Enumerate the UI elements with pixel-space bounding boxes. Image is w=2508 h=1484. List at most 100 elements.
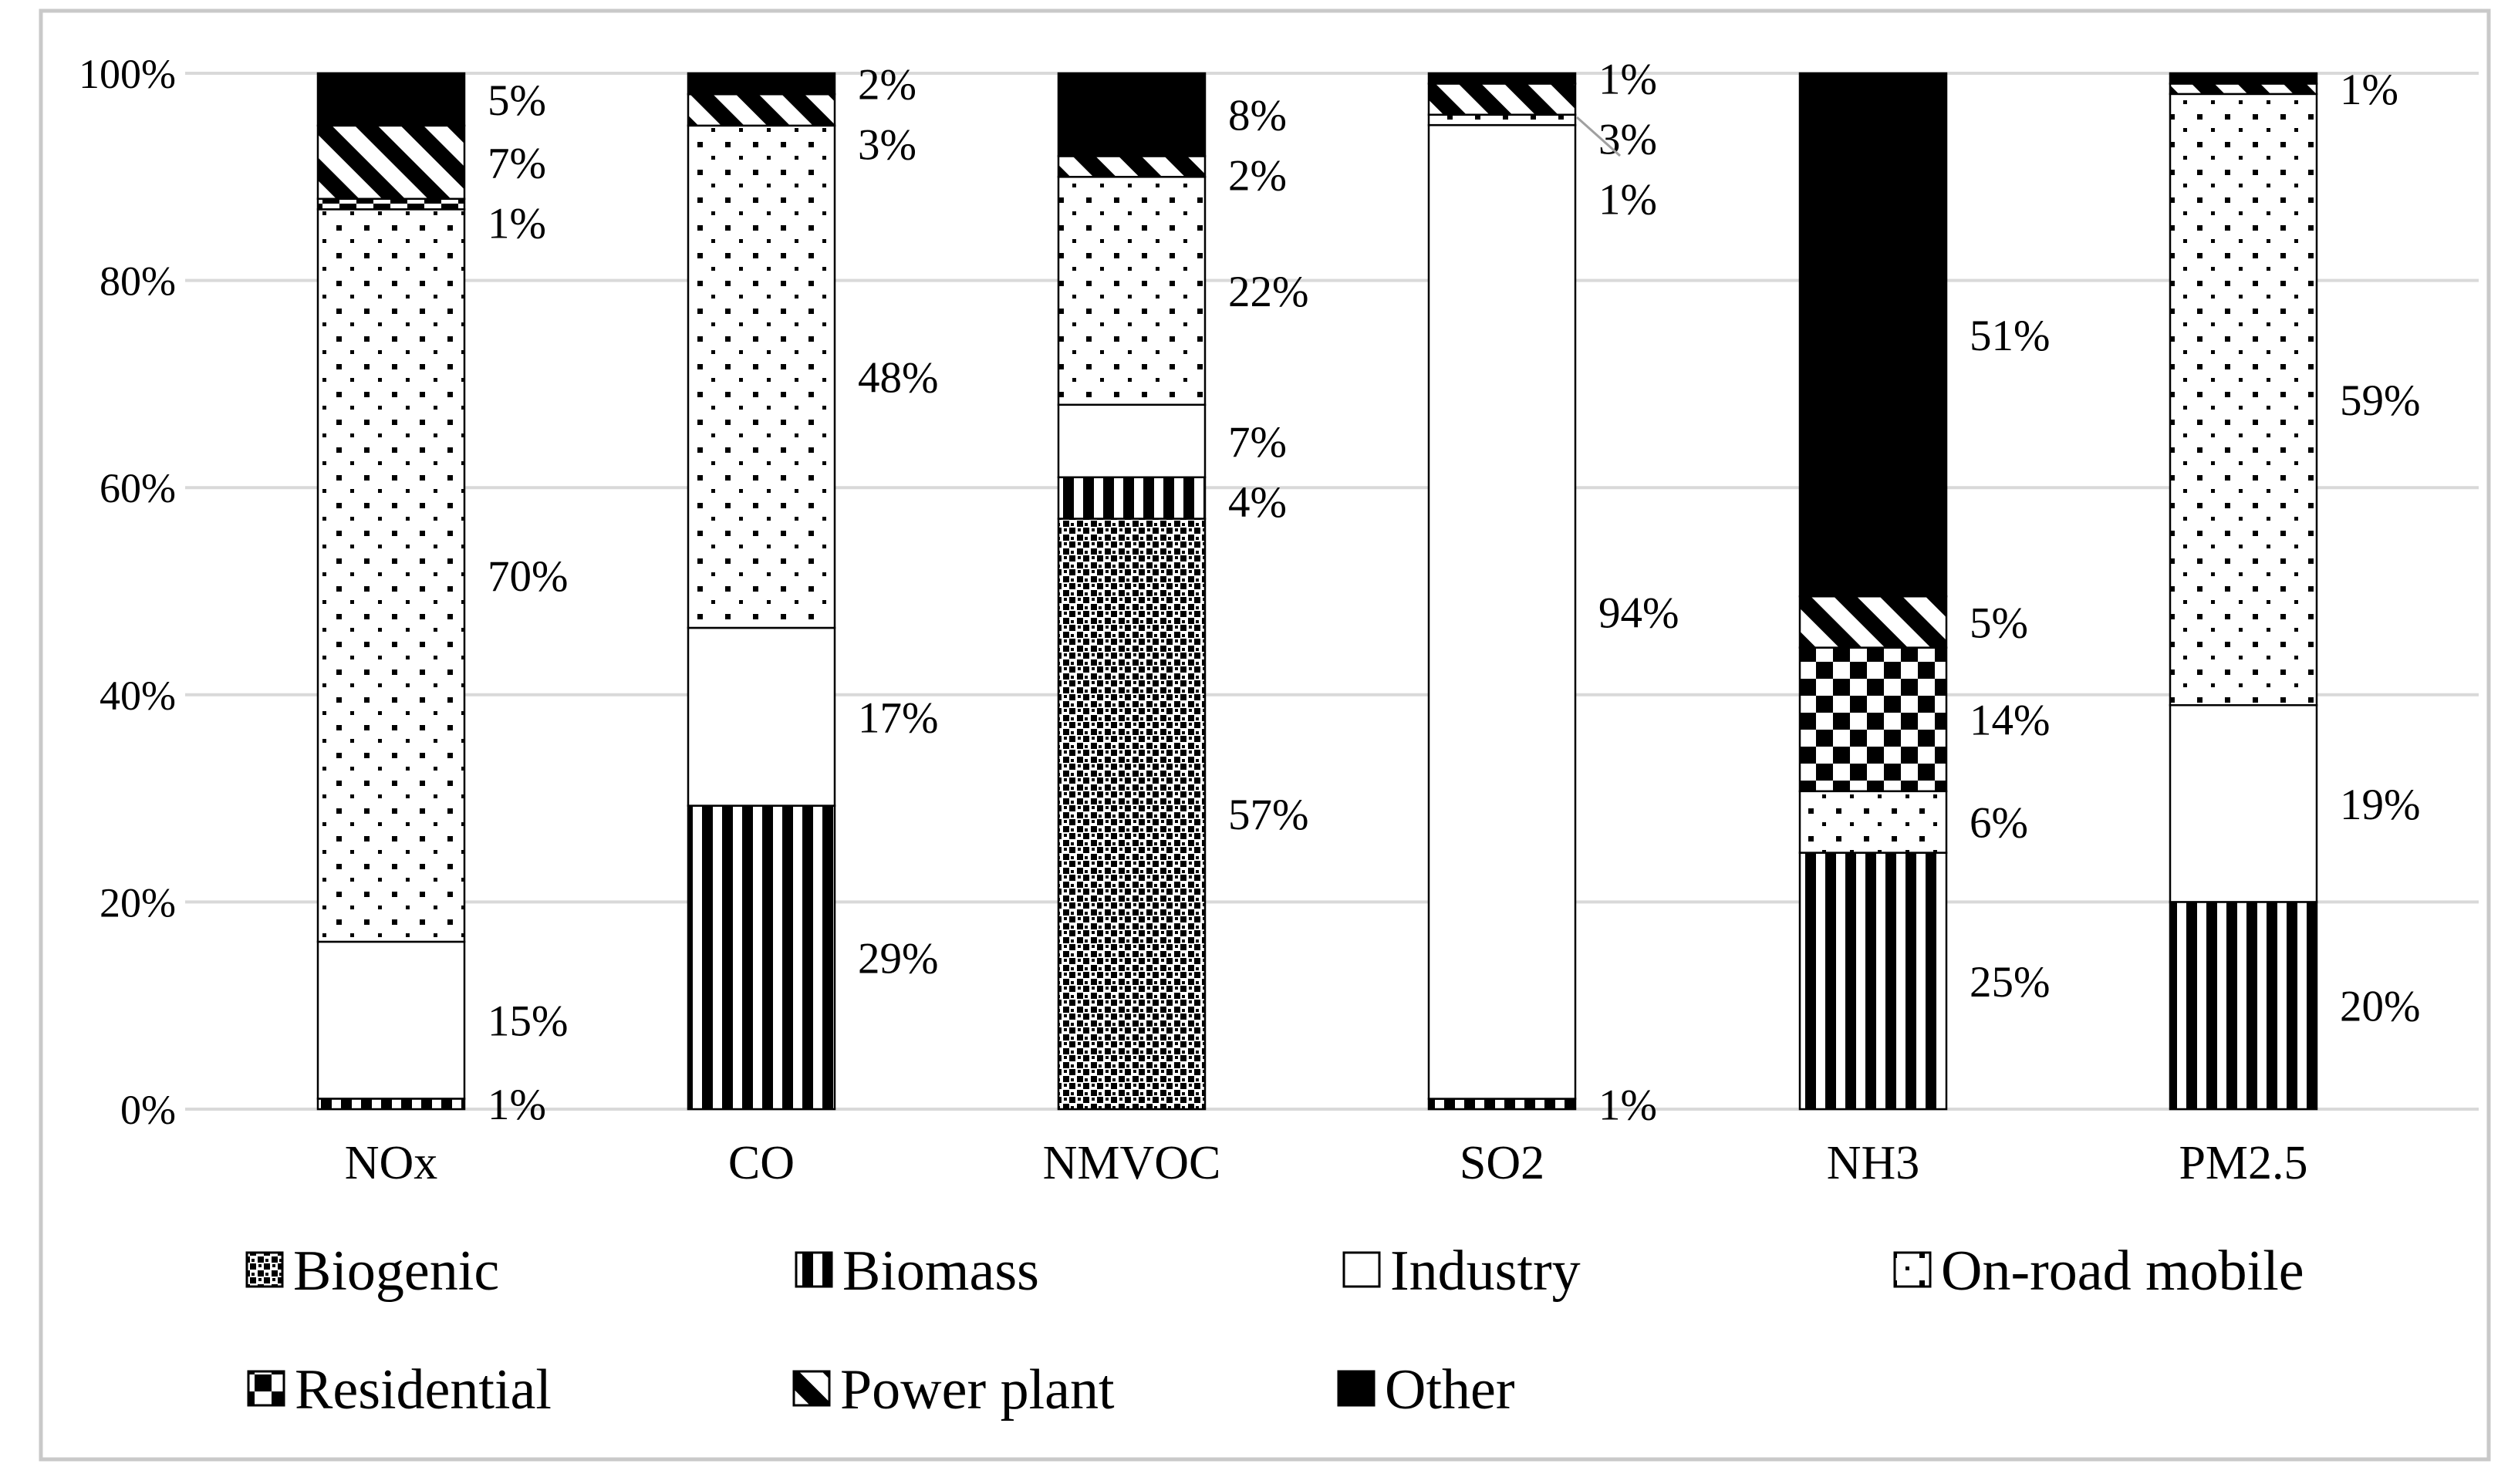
data-label: 59%	[2340, 376, 2420, 425]
data-label: 5%	[1970, 599, 2028, 647]
data-label: 1%	[1598, 56, 1657, 104]
data-label: 7%	[488, 139, 546, 187]
x-axis-label: NOx	[345, 1137, 438, 1189]
data-label: 2%	[1228, 152, 1287, 201]
bar-segment-PM2.5-On-road mobile	[2169, 93, 2318, 707]
chart-border	[39, 8, 2491, 1462]
leader-line	[1576, 116, 1621, 157]
data-label: 3%	[858, 121, 916, 170]
legend-label: Biogenic	[293, 1239, 499, 1303]
data-label: 5%	[488, 76, 546, 125]
bar-segment-PM2.5-Other	[2169, 72, 2318, 85]
bar-segment-NH3-Other	[1798, 72, 1948, 598]
legend-label: Biomass	[842, 1239, 1039, 1303]
bar-segment-CO-Biomass	[687, 804, 836, 1111]
legend-label: Power plant	[840, 1358, 1115, 1422]
bar-segment-NH3-Biomass	[1798, 852, 1948, 1111]
bar-segment-NOx-Residential	[316, 197, 466, 211]
data-label: 1%	[1598, 176, 1657, 224]
data-label: 57%	[1228, 791, 1308, 839]
data-label: 25%	[1970, 958, 2050, 1007]
bar-segment-CO-Industry	[687, 626, 836, 807]
data-label: 29%	[858, 934, 938, 983]
bar-segment-SO2-Other	[1427, 72, 1577, 85]
bar-segment-NH3-Power plant	[1798, 595, 1948, 649]
y-tick-label: 0%	[120, 1087, 176, 1133]
sparse-dot-swatch-icon	[1893, 1251, 1932, 1288]
data-label: 48%	[858, 353, 938, 402]
plain-white-swatch-icon	[1342, 1251, 1381, 1288]
data-label: 2%	[858, 61, 916, 110]
bar-segment-PM2.5-Power plant	[2169, 83, 2318, 96]
data-label: 1%	[2340, 66, 2398, 114]
data-label: 14%	[1970, 696, 2050, 745]
y-tick-label: 40%	[100, 673, 176, 719]
bar-segment-NMVOC-Power plant	[1057, 155, 1207, 178]
legend-label: Industry	[1390, 1239, 1581, 1303]
data-label: 1%	[488, 199, 546, 248]
legend-label: Residential	[295, 1358, 552, 1422]
x-axis-label: NMVOC	[1043, 1137, 1221, 1189]
data-label: 94%	[1598, 589, 1679, 637]
diagonal-stripe-swatch-icon	[792, 1370, 831, 1407]
data-label: 19%	[2340, 781, 2420, 829]
bar-segment-NH3-On-road mobile	[1798, 790, 1948, 854]
solid-black-swatch-icon	[1337, 1370, 1376, 1407]
data-label: 17%	[858, 693, 938, 742]
bar-segment-NMVOC-Biomass	[1057, 476, 1207, 520]
bar-segment-NMVOC-Other	[1057, 72, 1207, 157]
bar-CO	[687, 72, 836, 1111]
legend-label: Other	[1385, 1358, 1515, 1422]
y-tick-label: 20%	[100, 879, 176, 926]
bar-segment-NMVOC-On-road mobile	[1057, 176, 1207, 406]
legend-item-other: Other	[1337, 1358, 1515, 1422]
legend-item-biogenic: Biogenic	[245, 1239, 499, 1303]
legend-item-industry: Industry	[1342, 1239, 1581, 1303]
data-label: 7%	[1228, 418, 1287, 467]
bar-segment-PM2.5-Industry	[2169, 703, 2318, 903]
bar-segment-NOx-Industry	[316, 940, 466, 1100]
bar-NH3	[1798, 72, 1948, 1111]
bar-SO2	[1427, 72, 1577, 1111]
x-axis-label: PM2.5	[2179, 1137, 2307, 1189]
legend-label: On-road mobile	[1941, 1239, 2304, 1303]
data-label: 70%	[488, 552, 568, 601]
x-axis-label: CO	[728, 1137, 795, 1189]
checkerboard-swatch-icon	[247, 1370, 285, 1407]
bar-segment-CO-Other	[687, 72, 836, 96]
bar-segment-CO-On-road mobile	[687, 124, 836, 629]
data-label: 1%	[488, 1081, 546, 1129]
y-tick-label: 60%	[100, 465, 176, 511]
bar-NMVOC	[1057, 72, 1207, 1111]
bar-segment-NOx-Other	[316, 72, 466, 127]
bar-PM2.5	[2169, 72, 2318, 1111]
y-tick-label: 100%	[79, 51, 176, 97]
vertical-stripe-swatch-icon	[795, 1251, 833, 1288]
data-label: 6%	[1970, 799, 2028, 848]
legend-item-residential: Residential	[247, 1358, 552, 1422]
bar-NOx	[316, 72, 466, 1111]
bar-segment-SO2-Biomass	[1427, 1098, 1577, 1111]
data-label: 1%	[1598, 1081, 1657, 1129]
x-axis-label: SO2	[1460, 1137, 1544, 1189]
bar-segment-NMVOC-Industry	[1057, 403, 1207, 479]
bar-segment-CO-Power plant	[687, 93, 836, 127]
bar-segment-SO2-On-road mobile	[1427, 113, 1577, 126]
bar-segment-SO2-Industry	[1427, 123, 1577, 1100]
bar-segment-NOx-Biomass	[316, 1098, 466, 1111]
data-label: 8%	[1228, 92, 1287, 140]
x-axis-label: NH3	[1827, 1137, 1920, 1189]
y-tick-label: 80%	[100, 258, 176, 305]
dense-speckle-swatch-icon	[245, 1251, 284, 1288]
data-label: 4%	[1228, 478, 1287, 527]
data-label: 51%	[1970, 312, 2050, 360]
legend-item-on-road-mobile: On-road mobile	[1893, 1239, 2304, 1303]
bar-segment-NOx-Power plant	[316, 124, 466, 201]
data-label: 22%	[1228, 268, 1308, 316]
bar-segment-NH3-Residential	[1798, 646, 1948, 793]
bar-segment-SO2-Power plant	[1427, 83, 1577, 116]
data-label: 15%	[488, 997, 568, 1046]
data-label: 20%	[2340, 983, 2420, 1031]
